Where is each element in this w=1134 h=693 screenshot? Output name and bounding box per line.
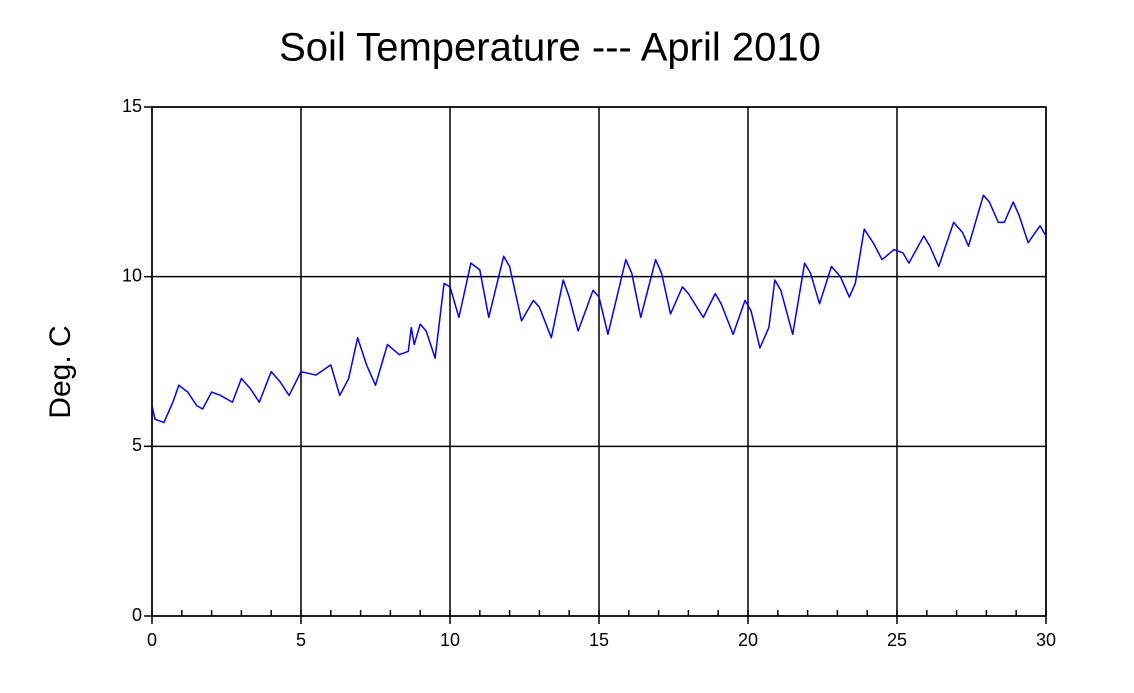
y-tick-label: 10 [122,265,142,285]
plot-frame [151,106,1047,617]
x-tick-label: 30 [1036,630,1056,650]
x-tick-label: 10 [440,630,460,650]
chart-title: Soil Temperature --- April 2010 [279,26,821,70]
x-tick-label: 15 [589,630,609,650]
y-tick-label: 5 [132,435,142,455]
y-tick-label: 15 [122,96,142,116]
x-tick-label: 5 [296,630,306,650]
x-tick-label: 25 [887,630,907,650]
x-tick-label: 20 [738,630,758,650]
y-axis-label: Deg. C [44,325,77,418]
x-tick-label: 0 [147,630,157,650]
y-tick-label: 0 [132,605,142,625]
data-line [151,194,1047,424]
